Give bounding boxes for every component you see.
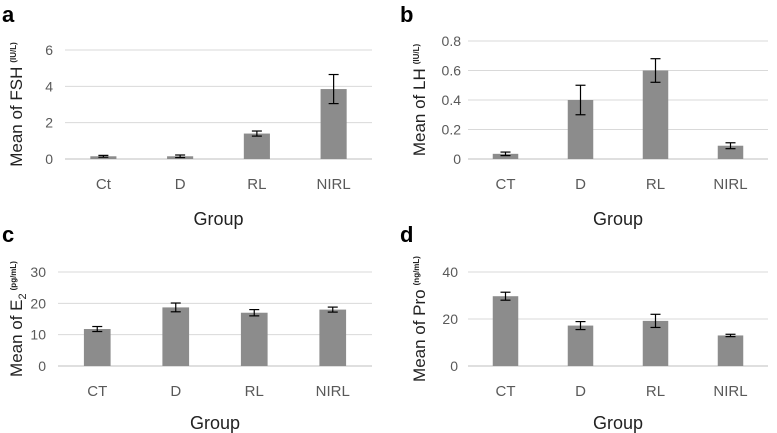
bar — [243, 133, 270, 159]
x-axis-title: Group — [190, 413, 240, 433]
y-tick-label: 2 — [45, 115, 53, 131]
y-axis-title-unit: (IU/L) — [9, 42, 18, 63]
x-tick-label: RL — [247, 176, 266, 193]
y-axis-title: Mean of Pro (ng/mL) — [410, 256, 429, 382]
panel-letter: d — [400, 222, 413, 247]
y-axis-title-subscript: 2 — [17, 293, 29, 299]
y-tick-label: 0.4 — [442, 92, 462, 108]
x-tick-label: NIRL — [713, 176, 747, 193]
bar — [492, 296, 519, 366]
x-tick-label: CT — [496, 176, 516, 193]
panel-d: d 0 20 40 CT D RL NIRL Group Mean of Pro (ng/mL) — [400, 222, 768, 433]
y-tick-label: 0.6 — [442, 63, 462, 79]
y-tick-label: 40 — [442, 264, 458, 280]
bar — [240, 312, 268, 366]
x-tick-label: D — [575, 176, 586, 193]
y-axis-title: Mean of LH (IU/L) — [410, 44, 429, 157]
y-tick-label: 0 — [453, 151, 461, 167]
panel-letter: c — [2, 222, 14, 247]
panel-b: b 0 0.2 0.4 0.6 0.8 CT D RL NIRL Group Mean of LH (I… — [400, 2, 768, 229]
y-axis-title-main: Mean of E — [7, 299, 26, 377]
y-tick-label: 4 — [45, 78, 53, 94]
y-tick-label: 0.8 — [442, 33, 462, 49]
bar — [162, 307, 190, 366]
y-axis-title-main: Mean of Pro — [410, 289, 429, 382]
y-axis-title-main: Mean of LH — [410, 68, 429, 156]
y-tick-label: 0 — [450, 358, 458, 374]
y-tick-label: 20 — [442, 311, 458, 327]
x-tick-label: D — [575, 383, 586, 400]
panel-c: c 0 10 20 30 CT D RL NIRL Group Mean of E2 (pg/mL) — [2, 222, 372, 433]
x-tick-label: RL — [646, 383, 665, 400]
y-axis-title: Mean of FSH (IU/L) — [7, 42, 26, 167]
bar — [642, 70, 669, 159]
y-tick-label: 0 — [45, 151, 53, 167]
y-axis-title-unit: (IU/L) — [412, 44, 421, 65]
panel-letter: b — [400, 2, 413, 27]
x-axis-title: Group — [593, 209, 643, 229]
bar — [319, 309, 347, 366]
y-axis-title-main: Mean of FSH — [7, 67, 26, 167]
x-tick-label: Ct — [96, 176, 112, 193]
x-tick-label: D — [170, 383, 181, 400]
x-tick-label: D — [175, 176, 186, 193]
bar — [83, 329, 111, 366]
y-tick-label: 6 — [45, 42, 53, 58]
x-axis-title: Group — [193, 209, 243, 229]
y-axis-title-unit: (pg/mL) — [9, 261, 18, 291]
bar — [717, 145, 744, 159]
bar — [717, 335, 744, 366]
x-tick-label: CT — [496, 383, 516, 400]
y-tick-label: 0.2 — [442, 122, 462, 138]
panel-letter: a — [2, 2, 15, 27]
y-tick-label: 10 — [30, 327, 46, 343]
x-tick-label: RL — [245, 383, 264, 400]
x-axis-title: Group — [593, 413, 643, 433]
y-axis-title: Mean of E2 (pg/mL) — [7, 261, 29, 377]
y-tick-label: 30 — [30, 264, 46, 280]
x-tick-label: NIRL — [713, 383, 747, 400]
y-tick-label: 20 — [30, 295, 46, 311]
y-axis-title-unit: (ng/mL) — [412, 256, 421, 286]
x-tick-label: CT — [87, 383, 107, 400]
bar — [642, 320, 669, 366]
y-tick-label: 0 — [38, 358, 46, 374]
panel-a: a 0 2 4 6 Ct D RL NIRL Group Mean of FSH (IU/L) — [2, 2, 372, 229]
x-tick-label: RL — [646, 176, 665, 193]
x-tick-label: NIRL — [317, 176, 351, 193]
bar — [567, 325, 594, 366]
x-tick-label: NIRL — [316, 383, 350, 400]
bar — [492, 153, 519, 159]
